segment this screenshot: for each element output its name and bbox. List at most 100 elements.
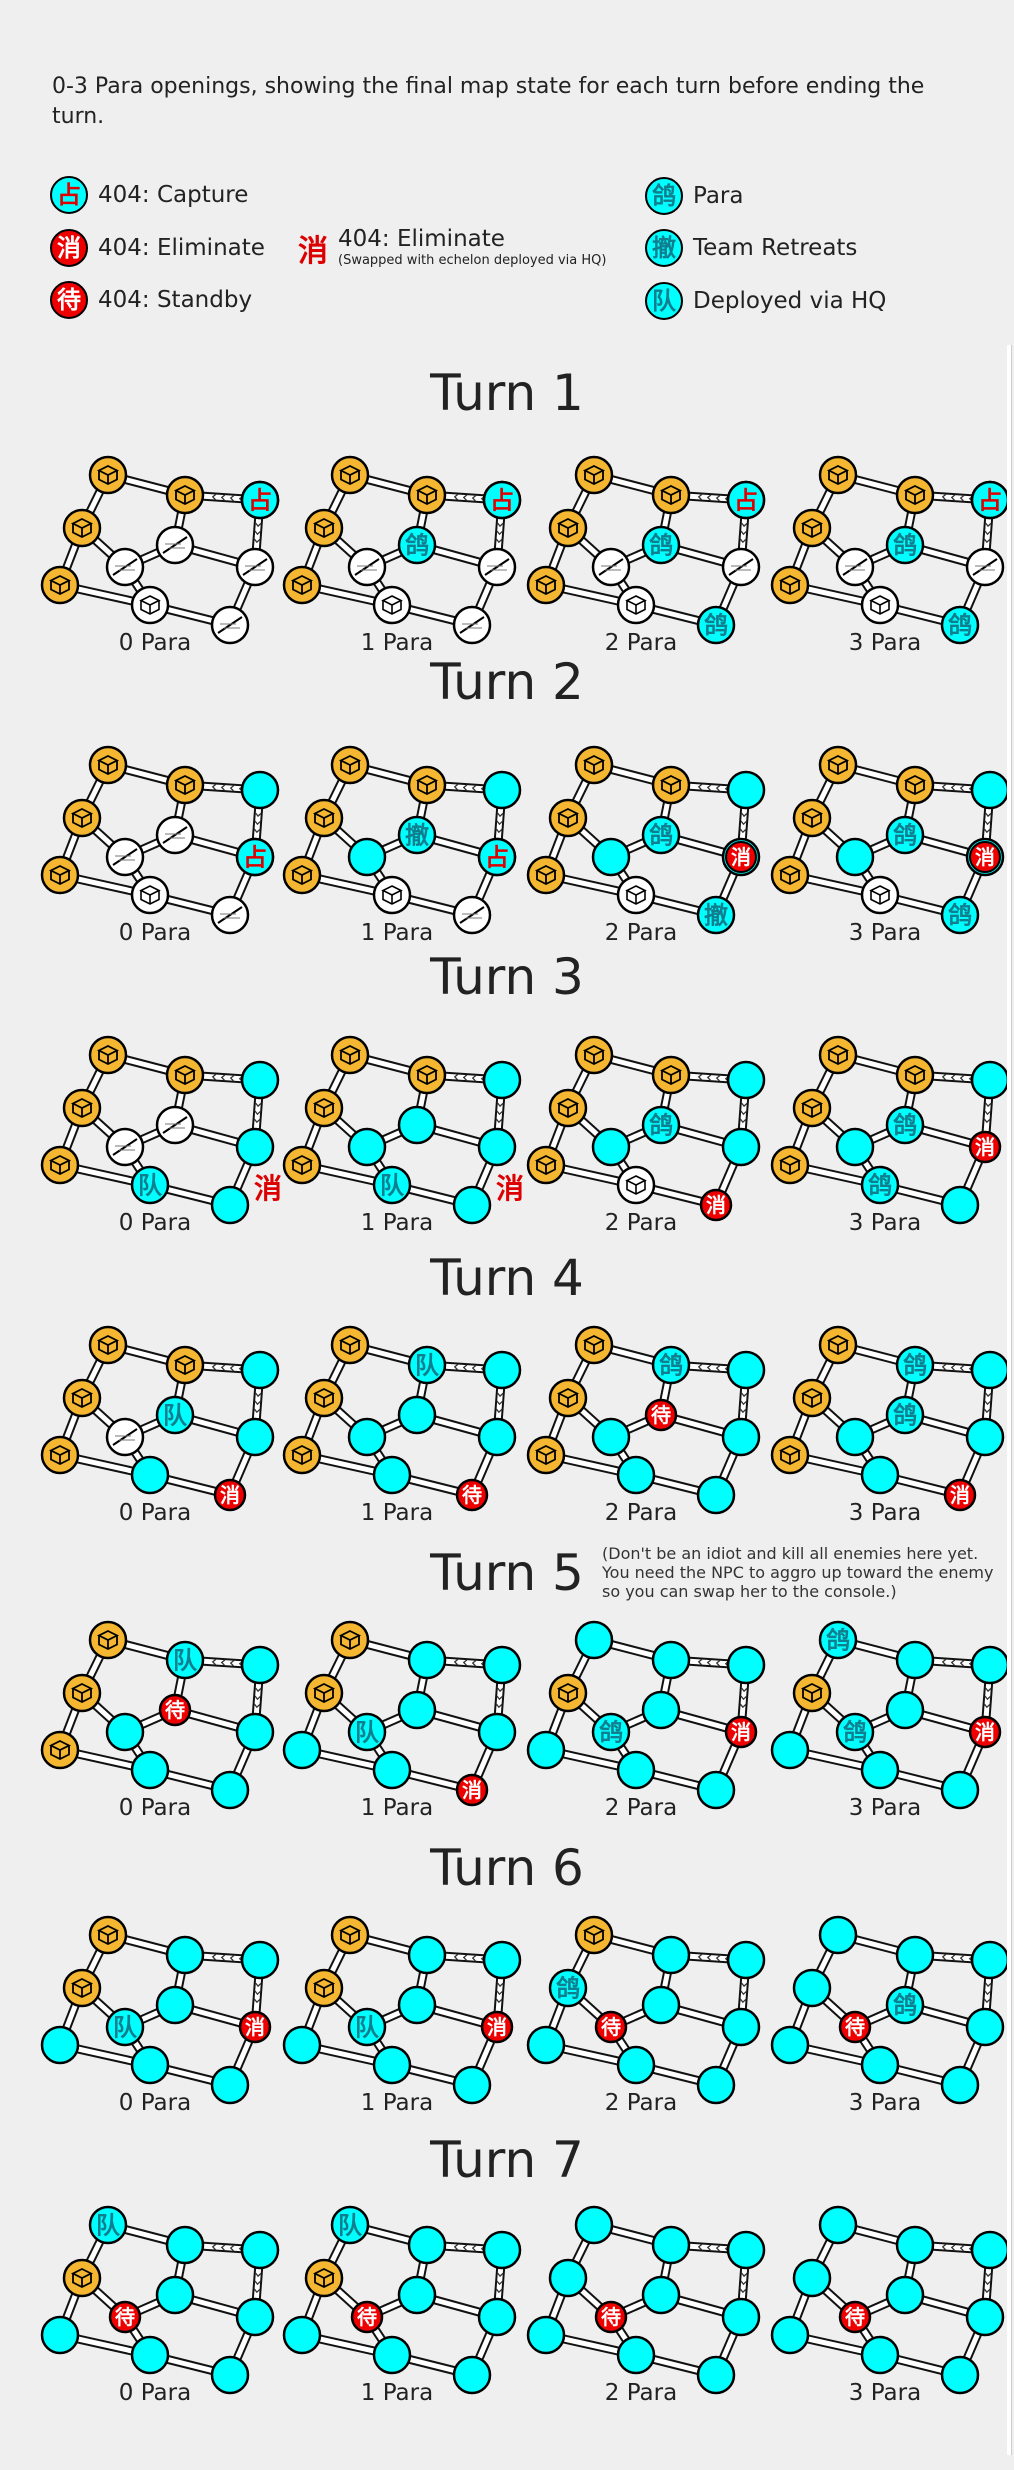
map-node xyxy=(235,1127,275,1167)
map-node xyxy=(696,1770,736,1810)
one-way-arrow-icon xyxy=(255,2272,262,2278)
map-node xyxy=(372,2045,412,2085)
eliminate-icon: 消 xyxy=(462,1778,482,1802)
one-way-arrow-icon xyxy=(211,783,217,791)
map-label: 3 Para xyxy=(848,1210,922,1236)
one-way-arrow-icon xyxy=(495,538,503,544)
one-way-arrow-icon xyxy=(254,530,261,536)
map-node xyxy=(282,1730,322,1770)
one-way-arrow-icon xyxy=(741,2272,748,2278)
map-t2-1: 撤占 xyxy=(282,745,522,935)
one-way-arrow-icon xyxy=(220,1364,226,1371)
one-way-arrow-icon xyxy=(950,494,956,501)
map-node xyxy=(240,2230,280,2270)
map-node xyxy=(965,1417,1005,1457)
map-t5-1: 队消 xyxy=(282,1620,522,1807)
page-scrollbar[interactable] xyxy=(1007,345,1012,2455)
one-way-arrow-icon xyxy=(741,1982,748,1988)
map-node xyxy=(591,837,631,877)
map-t3-1: 队消 xyxy=(282,1035,524,1225)
map-node xyxy=(940,2355,980,2395)
map-node xyxy=(726,2230,766,2270)
map-label: 3 Para xyxy=(848,1500,922,1526)
turn-2-title: Turn 2 xyxy=(430,653,584,711)
map-node xyxy=(968,1130,1002,1164)
map-node xyxy=(240,1645,280,1685)
hq-icon: 队 xyxy=(415,1352,440,1380)
para-icon: 鸽 xyxy=(868,1172,892,1200)
one-way-arrow-icon xyxy=(715,495,721,502)
one-way-arrow-icon xyxy=(496,2280,503,2286)
map-node xyxy=(455,1478,489,1512)
map-node xyxy=(860,1455,900,1495)
map-node xyxy=(155,2275,195,2315)
capture-icon: 占 xyxy=(243,844,267,872)
one-way-arrow-icon xyxy=(697,783,703,791)
map-node xyxy=(696,2065,736,2105)
map-node xyxy=(526,2025,566,2065)
map-node xyxy=(721,1127,761,1167)
map-t3-3: 鸽消鸽 xyxy=(770,1035,1010,1225)
map-node xyxy=(240,1350,280,1390)
para-icon: 鸽 xyxy=(599,1719,623,1747)
one-way-arrow-icon xyxy=(471,2245,477,2252)
eliminate-icon: 消 xyxy=(245,2015,265,2039)
map-node xyxy=(885,1985,925,2025)
map-node xyxy=(943,1478,977,1512)
map-node xyxy=(330,2205,370,2245)
eliminate-swapped-icon: 消 xyxy=(298,234,328,269)
map-node xyxy=(968,1715,1002,1749)
one-way-arrow-icon xyxy=(495,1408,503,1414)
map-node xyxy=(641,1985,681,2025)
map-label: 0 Para xyxy=(118,920,192,946)
enemy-node-slash-icon xyxy=(112,558,138,576)
standby-icon: 待 xyxy=(651,1403,671,1427)
map-node xyxy=(407,1640,447,1680)
one-way-arrow-icon xyxy=(229,1365,235,1372)
one-way-arrow-icon xyxy=(495,1703,503,1709)
map-t1-2: 占鸽鸽 xyxy=(526,455,766,645)
map-node xyxy=(397,1105,437,1145)
map-node xyxy=(210,2355,250,2395)
one-way-arrow-icon xyxy=(495,1118,503,1124)
para-icon: 鸽 xyxy=(893,1112,917,1140)
one-way-arrow-icon xyxy=(984,1110,991,1116)
one-way-arrow-icon xyxy=(941,783,947,791)
one-way-arrow-icon xyxy=(985,1982,992,1988)
map-node xyxy=(372,1455,412,1495)
one-way-arrow-icon xyxy=(253,1118,261,1124)
map-label: 3 Para xyxy=(848,2380,922,2406)
one-way-arrow-icon xyxy=(254,1695,261,1701)
one-way-arrow-icon xyxy=(697,1073,703,1081)
hq-icon: 队 xyxy=(96,2212,121,2240)
enemy-node-slash-icon xyxy=(217,906,243,924)
map-label: 2 Para xyxy=(604,630,678,656)
map-node xyxy=(397,525,437,565)
one-way-arrow-icon xyxy=(220,1954,226,1961)
enemy-node-slash-icon xyxy=(217,616,243,634)
capture-icon: 占 xyxy=(485,844,509,872)
map-node xyxy=(616,2045,656,2085)
map-node xyxy=(210,2065,250,2105)
map-node xyxy=(477,1127,517,1167)
one-way-arrow-icon xyxy=(983,1703,991,1709)
legend-retreat: 撤 Team Retreats xyxy=(645,229,857,267)
one-way-arrow-icon xyxy=(220,2244,226,2251)
one-way-arrow-icon xyxy=(706,1954,712,1961)
map-node xyxy=(696,895,736,935)
one-way-arrow-icon xyxy=(950,2244,956,2251)
map-node xyxy=(940,605,980,645)
turn-6-title: Turn 6 xyxy=(430,1839,584,1897)
one-way-arrow-icon xyxy=(741,1102,748,1108)
map-node xyxy=(835,1127,875,1167)
map-node xyxy=(895,1935,935,1975)
map-node xyxy=(105,1712,145,1752)
map-node xyxy=(696,2355,736,2395)
one-way-arrow-icon xyxy=(453,493,459,501)
map-node xyxy=(347,837,387,877)
map-node xyxy=(397,1690,437,1730)
hq-icon: 队 xyxy=(338,2212,363,2240)
map-node xyxy=(477,1417,517,1457)
one-way-arrow-icon xyxy=(950,1659,956,1666)
